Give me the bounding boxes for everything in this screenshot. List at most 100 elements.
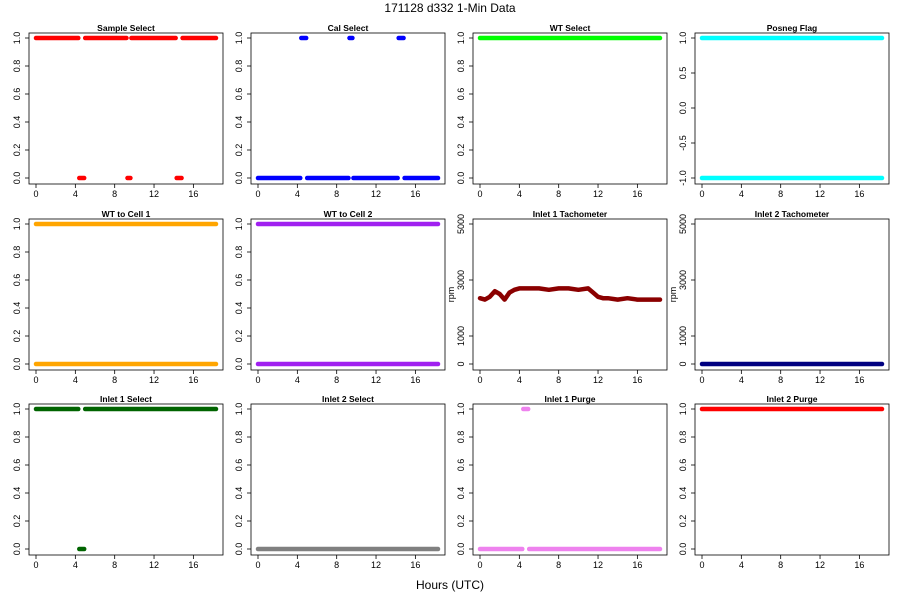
y-tick-label: 3000 [678,270,688,290]
panel-title: Inlet 1 Purge [544,394,595,404]
panel-title: Inlet 1 Select [100,394,152,404]
x-tick-label: 4 [517,375,522,385]
y-tick-label: 0.6 [12,459,22,472]
x-tick-label: 12 [593,560,603,570]
x-tick-label: 16 [632,375,642,385]
panel-6: WT to Cell 2 0 4 8 12 16 0.0 0.2 0.4 0.6 0.8 1.0 [234,209,446,385]
y-tick-label: 1.0 [678,403,688,416]
y-tick-label: 0.0 [12,543,22,556]
y-tick-label: 0.2 [456,515,466,528]
x-tick-label: 0 [477,189,482,199]
y-tick-label: 0.8 [234,246,244,259]
x-tick-label: 16 [188,560,198,570]
x-tick-label: 12 [149,560,159,570]
x-tick-label: 16 [188,189,198,199]
y-tick-label: 0.4 [12,302,22,315]
y-tick-label: 0.2 [12,330,22,343]
x-axis-title: Hours (UTC) [416,578,484,592]
y-tick-label: 0.4 [12,487,22,500]
x-tick-label: 16 [632,560,642,570]
y-tick-label: 0.8 [12,60,22,73]
y-tick-label: -0.5 [678,135,688,151]
x-tick-label: 8 [334,189,339,199]
data-series [477,286,663,302]
x-tick-label: 0 [33,189,38,199]
x-tick-label: 4 [295,560,300,570]
x-tick-label: 4 [517,189,522,199]
y-tick-label: 1.0 [234,32,244,45]
x-tick-label: 0 [477,560,482,570]
y-tick-label: 0.8 [456,60,466,73]
y-tick-label: 0.0 [234,543,244,556]
x-tick-label: 0 [699,375,704,385]
x-tick-label: 16 [854,189,864,199]
y-tick-label: 0.2 [234,144,244,157]
plot-frame [28,403,224,556]
y-tick-label: 0.6 [234,274,244,287]
y-tick-label: 1.0 [234,218,244,231]
y-tick-label: 0.0 [234,172,244,185]
y-tick-label: 0.6 [234,459,244,472]
y-tick-label: 0.0 [456,543,466,556]
x-tick-label: 0 [255,189,260,199]
x-tick-label: 12 [593,375,603,385]
panel-title: WT to Cell 2 [324,209,373,219]
y-tick-label: 0.6 [456,459,466,472]
y-tick-label: 1.0 [12,218,22,231]
y-tick-label: 0.8 [234,60,244,73]
x-tick-label: 4 [739,375,744,385]
panel-title: Inlet 1 Tachometer [533,209,608,219]
x-tick-label: 4 [73,189,78,199]
x-tick-label: 0 [33,375,38,385]
y-tick-label: 0.4 [456,487,466,500]
x-tick-label: 16 [854,560,864,570]
y-tick-label: 0.0 [12,358,22,371]
y-tick-label: 0.5 [678,67,688,80]
y-tick-label: 0.0 [12,172,22,185]
y-tick-label: 0.2 [12,144,22,157]
x-tick-label: 0 [699,560,704,570]
panel-3: WT Select 0 4 8 12 16 0.0 0.2 0.4 0.6 0.8 1.0 [456,23,668,199]
y-tick-label: 0.2 [234,330,244,343]
panel-10: Inlet 2 Select 0 4 8 12 16 0.0 0.2 0.4 0.6 0.8 1.0 [234,394,446,570]
x-tick-label: 8 [112,560,117,570]
plot-frame [472,32,668,185]
plot-frame [28,218,224,371]
x-tick-label: 8 [556,560,561,570]
x-tick-label: 0 [255,560,260,570]
y-tick-label: 0.8 [12,246,22,259]
panel-5: WT to Cell 1 0 4 8 12 16 0.0 0.2 0.4 0.6 0.8 1.0 [12,209,224,385]
x-tick-label: 8 [334,560,339,570]
plot-frame [28,32,224,185]
y-tick-label: 1.0 [456,32,466,45]
plot-frame [694,218,890,371]
x-tick-label: 4 [517,560,522,570]
page-title: 171128 d332 1-Min Data [384,1,516,15]
x-tick-label: 4 [73,375,78,385]
y-tick-label: 0.4 [234,302,244,315]
y-tick-label: 0.6 [12,274,22,287]
y-tick-label: 1.0 [456,403,466,416]
y-tick-label: 0.8 [12,431,22,444]
x-tick-label: 12 [149,375,159,385]
y-tick-label: 1.0 [234,403,244,416]
x-tick-label: 12 [371,375,381,385]
y-tick-label: 0.4 [12,116,22,129]
x-tick-label: 16 [410,560,420,570]
y-tick-label: 0.6 [234,88,244,101]
panel-9: Inlet 1 Select 0 4 8 12 16 0.0 0.2 0.4 0.6 0.8 1.0 [12,394,224,570]
plot-frame [472,403,668,556]
plot-frame [250,403,446,556]
x-tick-label: 4 [295,375,300,385]
y-tick-label: 0.6 [678,459,688,472]
y-tick-label: 0.4 [234,487,244,500]
panel-12: Inlet 2 Purge 0 4 8 12 16 0.0 0.2 0.4 0.6 0.8 1.0 [678,394,890,570]
plot-frame [472,218,668,371]
panel-title: Inlet 2 Tachometer [755,209,830,219]
y-tick-label: 1.0 [678,32,688,45]
panel-title: Inlet 2 Select [322,394,374,404]
y-tick-label: 0.2 [234,515,244,528]
y-tick-label: 0.0 [678,102,688,115]
panel-1: Sample Select 0 4 8 12 16 0.0 0.2 0.4 0.6 0.8 1.0 [12,23,224,199]
panel-title: Sample Select [97,23,155,33]
